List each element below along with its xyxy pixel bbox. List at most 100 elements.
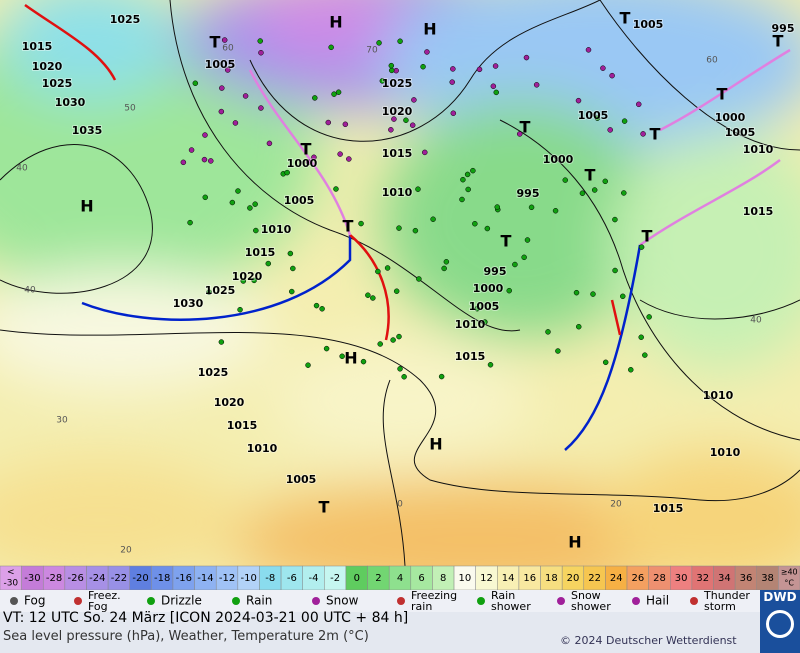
rain-symbol (229, 199, 236, 206)
rain-symbol (397, 366, 403, 372)
colorbar-label: -18 (154, 573, 170, 584)
rain-symbol (393, 288, 400, 294)
snow-symbol (411, 97, 417, 103)
weather-symbols (180, 37, 652, 380)
isobar-label: 1015 (227, 419, 258, 432)
warm-front (24, 3, 117, 81)
legend-icon (74, 597, 82, 605)
copyright: © 2024 Deutscher Wetterdienst (560, 634, 737, 647)
rain-symbol (579, 190, 586, 196)
rain-symbol (287, 250, 294, 257)
rain-symbol (638, 334, 644, 341)
rain-symbol (202, 194, 208, 201)
snow-symbol (337, 151, 343, 157)
isobar-label: 1025 (205, 284, 236, 297)
snow-symbol (609, 72, 615, 79)
snow-symbol (180, 159, 187, 166)
rain-symbol (235, 188, 241, 194)
rain-symbol (521, 254, 527, 261)
rain-symbol (388, 62, 395, 69)
snow-symbol (516, 131, 523, 137)
colorbar-label: 34 (718, 573, 731, 584)
isobar-label: 1010 (743, 143, 774, 156)
snow-symbol (449, 79, 455, 85)
high-pressure: H (329, 13, 342, 32)
colorbar-label: -26 (68, 573, 84, 584)
rain-symbol (512, 261, 518, 268)
snow-symbol (242, 93, 249, 99)
isobar-label: 1010 (247, 442, 278, 455)
rain-symbol (192, 80, 199, 87)
rain-symbol (591, 187, 598, 193)
colorbar-label: -2 (330, 573, 340, 584)
colorbar-label: 6 (418, 573, 424, 584)
low-pressure: T (501, 232, 512, 251)
rain-symbol (416, 276, 422, 282)
high-pressure: H (429, 435, 442, 454)
snow-symbol (422, 149, 428, 156)
isobar-label: 1005 (725, 126, 756, 139)
description: Sea level pressure (hPa), Weather, Tempe… (3, 629, 369, 644)
legend-icon (477, 597, 485, 605)
snow-symbol (391, 116, 397, 122)
snow-symbol (188, 147, 195, 153)
legend-label: Hail (646, 594, 669, 608)
rain-symbol (335, 89, 342, 95)
rain-symbol (573, 289, 580, 296)
rain-symbol (339, 353, 345, 360)
rain-symbol (562, 177, 569, 183)
isotherm-label: 30 (56, 416, 68, 426)
isobar-label: 1010 (382, 186, 413, 199)
rain-symbol (257, 38, 263, 44)
logo-text: DWD (763, 590, 797, 604)
logo: DWD (760, 590, 800, 653)
colorbar-label: 14 (502, 573, 515, 584)
rain-symbol (576, 323, 582, 330)
isobar-label: 1020 (32, 60, 63, 73)
high-pressure: H (80, 197, 93, 216)
colorbar-label: -12 (219, 573, 235, 584)
isobars (0, 0, 800, 567)
snow-symbol (635, 101, 642, 108)
snow-symbol (450, 66, 456, 72)
isotherm-label: 0 (397, 500, 403, 510)
snow-symbol (202, 132, 208, 138)
low-pressure: T (210, 33, 221, 52)
legend-icon (147, 597, 155, 605)
colorbar-label: 4 (397, 573, 403, 584)
rain-symbol (265, 260, 272, 267)
isotherm-label: 60 (222, 44, 234, 54)
rain-symbol (237, 306, 243, 313)
rain-symbol (397, 38, 403, 45)
colorbar-label: -16 (176, 573, 192, 584)
snow-symbol (208, 158, 214, 164)
rain-symbol (415, 186, 421, 192)
isobar (499, 119, 800, 441)
rain-symbol (390, 337, 396, 343)
footer: VT: 12 UTC So. 24 März [ICON 2024-03-21 … (0, 590, 800, 653)
rain-symbol (313, 302, 320, 309)
colorbar-label: 38 (761, 573, 774, 584)
isobar-label: 1035 (72, 124, 103, 137)
high-pressure: H (344, 349, 357, 368)
snow-symbol (201, 156, 208, 163)
rain-symbol (470, 167, 476, 174)
rain-symbol (253, 227, 259, 234)
snow-symbol (346, 156, 352, 162)
snow-symbol (450, 110, 457, 116)
rain-symbol (494, 204, 500, 210)
snow-symbol (325, 119, 332, 126)
isobar-label: 1020 (232, 270, 263, 283)
colorbar-label: -24 (89, 573, 105, 584)
snow-symbol (523, 54, 530, 61)
snow-symbol (409, 122, 416, 128)
isobar-label: 995 (484, 265, 507, 278)
snow-symbol (266, 140, 273, 147)
snow-symbol (388, 127, 394, 133)
isobar (169, 0, 521, 332)
rain-symbol (252, 201, 258, 207)
rain-symbol (384, 265, 391, 271)
legend-label: Rain shower (491, 589, 531, 613)
